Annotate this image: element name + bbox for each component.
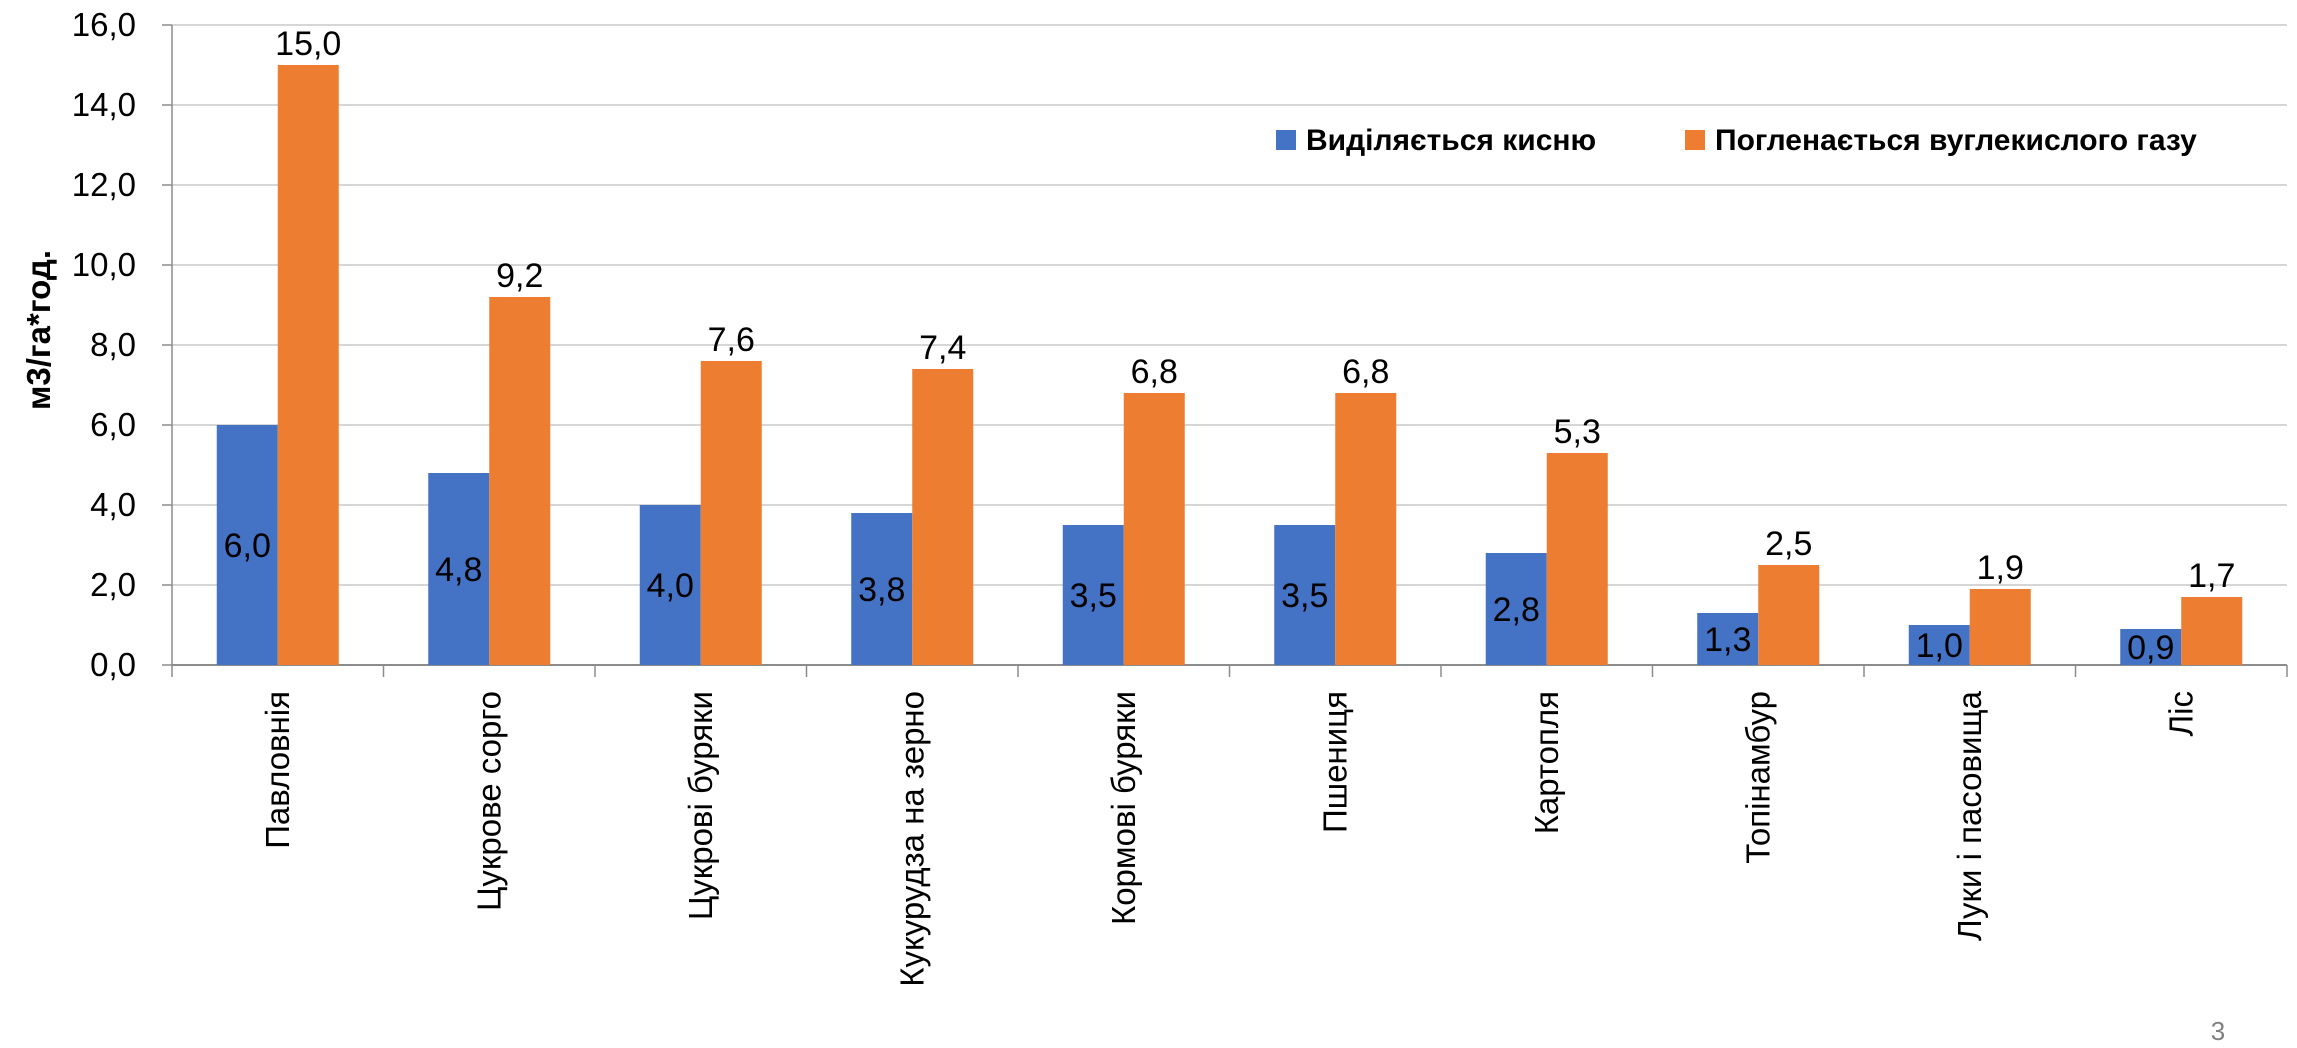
bar-co2 (1969, 589, 2031, 665)
x-category-label: Луки і пасовища (1951, 690, 1988, 941)
bar-co2 (489, 297, 551, 665)
data-label-oxygen: 3,5 (1070, 577, 1117, 615)
bar-co2 (1123, 393, 1185, 665)
legend-label-oxygen: Виділяється кисню (1306, 124, 1596, 157)
bar-oxygen (1908, 625, 1970, 665)
data-label-oxygen: 6,0 (224, 527, 271, 565)
data-label-co2: 2,5 (1765, 525, 1812, 563)
page-number: 3 (2211, 1016, 2225, 1043)
data-label-oxygen: 2,8 (1493, 591, 1540, 629)
bar-oxygen (216, 425, 278, 665)
legend-swatch-oxygen (1276, 130, 1296, 150)
y-tick-label: 2,0 (90, 566, 136, 603)
bar-oxygen (639, 505, 701, 665)
bar-oxygen (428, 473, 490, 665)
x-category-label: Ліс (2162, 691, 2199, 737)
x-category-label: Цукрове сорго (470, 691, 507, 911)
data-label-co2: 6,8 (1131, 353, 1178, 391)
data-label-oxygen: 1,3 (1704, 621, 1751, 659)
bar-co2 (1758, 565, 1820, 665)
y-tick-label: 10,0 (72, 246, 136, 283)
bar-oxygen (1274, 525, 1336, 665)
data-label-co2: 1,7 (2188, 557, 2235, 595)
data-label-oxygen: 1,0 (1916, 627, 1963, 665)
axes: 0,0 2,0 4,0 6,0 8,0 10,0 12,0 14,0 16,0 Павловнія… (72, 6, 2288, 987)
x-category-label: Кукурудза на зерно (893, 691, 930, 987)
y-tick-label: 8,0 (90, 326, 136, 363)
y-tick-label: 16,0 (72, 6, 136, 43)
y-tick-label: 0,0 (90, 646, 136, 683)
data-label-co2: 6,8 (1342, 353, 1389, 391)
data-label-oxygen: 4,0 (647, 567, 694, 605)
data-label-co2: 7,4 (919, 329, 966, 367)
legend-label-co2: Погленається вуглекислого газу (1715, 124, 2197, 157)
bars (216, 65, 2243, 665)
x-category-label: Пшениця (1316, 691, 1353, 833)
x-category-label: Цукрові буряки (682, 691, 719, 920)
x-category-label: Картопля (1528, 691, 1565, 834)
data-label-oxygen: 3,8 (858, 571, 905, 609)
data-label-co2: 7,6 (708, 321, 755, 359)
bar-co2 (912, 369, 974, 665)
x-category-label: Кормові буряки (1105, 691, 1142, 925)
bar-oxygen (851, 513, 913, 665)
bar-co2 (2181, 597, 2243, 665)
legend-swatch-co2 (1685, 130, 1705, 150)
data-labels: 6,0 15,0 4,8 9,2 4,0 7,6 3,8 7,4 3,5 6,8 3,5 6,8 2,8… (224, 25, 2236, 667)
bar-co2 (277, 65, 339, 665)
bar-co2 (700, 361, 762, 665)
y-tick-label: 12,0 (72, 166, 136, 203)
data-label-co2: 5,3 (1554, 413, 1601, 451)
x-category-label: Топінамбур (1739, 691, 1776, 864)
y-axis-label: м3/га*год. (20, 250, 57, 410)
bar-oxygen (1062, 525, 1124, 665)
bar-co2 (1546, 453, 1608, 665)
y-tick-label: 6,0 (90, 406, 136, 443)
data-label-oxygen: 0,9 (2127, 629, 2174, 667)
bar-oxygen (1485, 553, 1547, 665)
data-label-co2: 15,0 (275, 25, 341, 63)
bar-co2 (1335, 393, 1397, 665)
bar-oxygen (2120, 629, 2182, 665)
data-label-oxygen: 3,5 (1281, 577, 1328, 615)
bar-oxygen (1697, 613, 1759, 665)
y-tick-label: 4,0 (90, 486, 136, 523)
data-label-co2: 9,2 (496, 257, 543, 295)
data-label-co2: 1,9 (1977, 549, 2024, 587)
legend: Виділяється кисню Погленається вуглекисло… (1276, 124, 2197, 157)
x-category-label: Павловнія (259, 691, 296, 849)
data-label-oxygen: 4,8 (435, 551, 482, 589)
y-tick-label: 14,0 (72, 86, 136, 123)
